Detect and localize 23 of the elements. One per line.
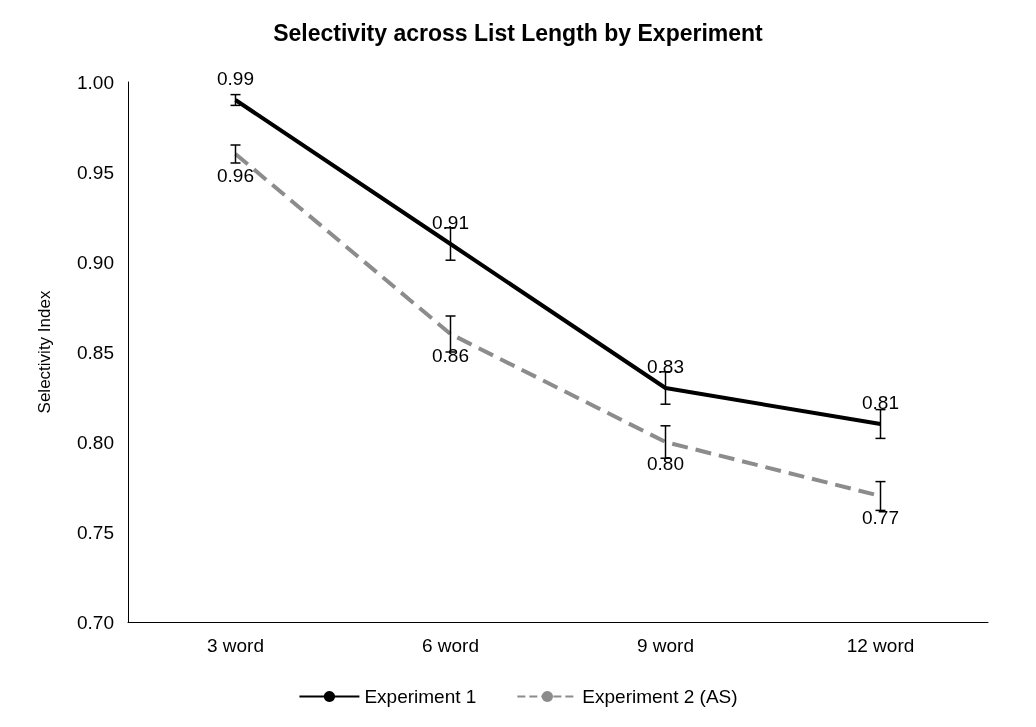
y-tick-label: 0.90 [77, 251, 114, 273]
data-label: 0.83 [647, 356, 684, 377]
x-tick-label: 12 word [846, 635, 915, 656]
y-tick-label: 0.95 [77, 161, 114, 183]
chart-title: Selectivity across List Length by Experiment [273, 19, 764, 46]
data-label: 0.99 [217, 68, 254, 89]
data-label: 0.77 [862, 507, 899, 528]
y-tick-label: 0.85 [77, 341, 114, 363]
y-tick-label: 0.80 [77, 431, 114, 453]
data-label: 0.96 [217, 165, 254, 186]
data-label: 0.81 [862, 392, 899, 413]
y-axis-title: Selectivity Index [35, 290, 54, 414]
x-tick-label: 3 word [206, 635, 265, 656]
y-tick-label: 0.75 [77, 521, 114, 543]
y-tick-label: 0.70 [77, 611, 114, 633]
data-label: 0.80 [647, 453, 684, 474]
legend-label: Experiment 1 [364, 686, 477, 707]
x-tick-label: 9 word [636, 635, 695, 656]
legend-label: Experiment 2 (AS) [582, 686, 738, 707]
data-label: 0.86 [432, 345, 469, 366]
y-tick-label: 1.00 [77, 71, 114, 93]
data-label: 0.91 [432, 212, 469, 233]
x-tick-label: 6 word [421, 635, 480, 656]
